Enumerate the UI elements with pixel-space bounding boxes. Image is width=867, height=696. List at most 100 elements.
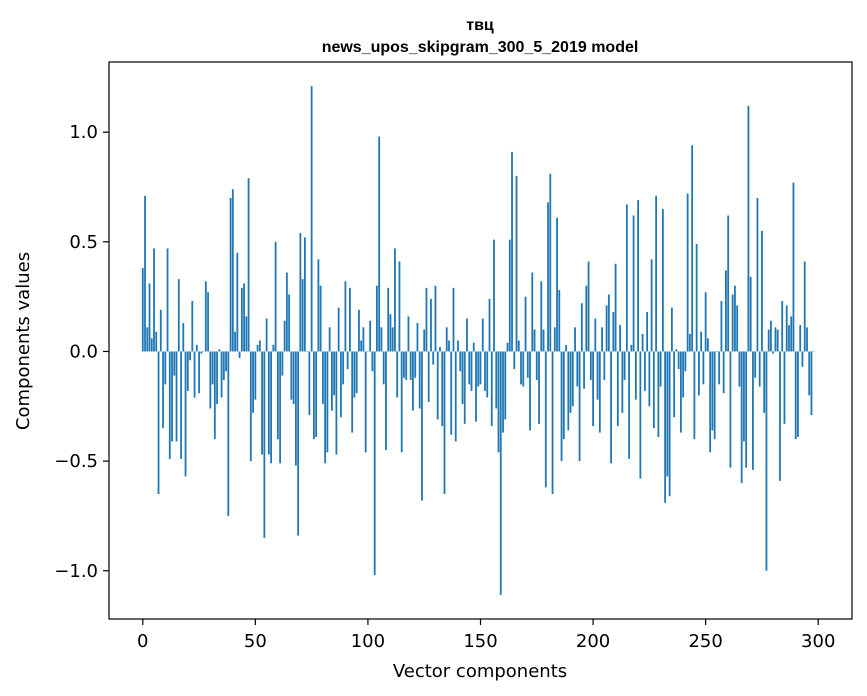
bar-273 <box>756 197 759 352</box>
bar-12 <box>168 351 171 459</box>
bar-69 <box>297 351 300 536</box>
bar-240 <box>682 351 685 398</box>
bar-50 <box>254 351 257 400</box>
bar-262 <box>731 294 734 352</box>
x-tick-label: 0 <box>137 631 148 652</box>
bar-90 <box>344 281 347 352</box>
bar-259 <box>725 270 727 352</box>
bar-63 <box>283 320 286 352</box>
bar-266 <box>740 351 743 484</box>
bar-245 <box>693 351 696 440</box>
bar-141 <box>459 351 462 372</box>
bar-215 <box>625 204 628 352</box>
bar-8 <box>159 309 162 352</box>
bar-156 <box>493 239 495 352</box>
bar-216 <box>628 351 630 459</box>
bar-22 <box>191 301 194 352</box>
bar-239 <box>679 351 682 433</box>
bar-198 <box>587 261 590 352</box>
bar-176 <box>538 351 540 424</box>
bar-134 <box>443 351 446 494</box>
bar-253 <box>711 351 714 431</box>
bar-280 <box>772 351 775 354</box>
bar-33 <box>216 351 218 405</box>
bar-91 <box>346 351 349 369</box>
x-axis-ticks: 0 50 100 150 200 250 300 <box>137 619 835 652</box>
bar-3 <box>148 283 151 352</box>
bar-142 <box>461 351 464 405</box>
bar-29 <box>207 292 209 352</box>
bar-39 <box>229 197 232 352</box>
bar-223 <box>643 351 646 391</box>
bar-43 <box>238 351 241 359</box>
bar-230 <box>659 351 662 387</box>
bar-182 <box>551 351 554 494</box>
bar-78 <box>317 259 320 352</box>
bar-88 <box>340 351 342 418</box>
bar-170 <box>524 296 527 352</box>
bar-213 <box>621 351 624 413</box>
bar-288 <box>790 316 793 352</box>
bar-11 <box>166 248 169 352</box>
bar-268 <box>745 351 748 468</box>
bar-249 <box>702 351 705 385</box>
bar-155 <box>490 351 493 427</box>
y-tick-label: −0.5 <box>54 451 98 472</box>
bar-74 <box>308 351 311 416</box>
bar-258 <box>722 351 725 394</box>
bar-295 <box>806 327 808 352</box>
bar-210 <box>614 263 617 352</box>
bar-103 <box>373 351 376 576</box>
bar-235 <box>670 307 673 352</box>
bar-126 <box>425 287 428 352</box>
bar-276 <box>763 351 766 413</box>
bar-series <box>141 86 815 595</box>
bar-189 <box>567 351 570 431</box>
bar-123 <box>418 351 421 409</box>
bar-23 <box>193 351 196 398</box>
bar-197 <box>585 285 588 352</box>
bar-193 <box>576 351 579 387</box>
bar-181 <box>549 173 552 352</box>
bar-112 <box>394 248 396 352</box>
bar-179 <box>544 351 547 488</box>
bar-111 <box>391 327 394 352</box>
bar-75 <box>310 86 313 352</box>
bar-204 <box>601 327 603 352</box>
bar-124 <box>421 351 423 501</box>
bar-106 <box>380 327 383 352</box>
chart-title-line-1: твц <box>466 17 494 34</box>
bar-18 <box>182 322 185 352</box>
bar-127 <box>427 351 430 402</box>
x-tick-label: 250 <box>688 631 722 652</box>
bar-122 <box>416 322 419 352</box>
bar-19 <box>184 351 187 477</box>
bar-292 <box>799 325 802 352</box>
bar-42 <box>236 252 239 352</box>
bar-284 <box>781 301 784 352</box>
bar-177 <box>540 281 543 352</box>
bar-72 <box>303 237 306 352</box>
bar-195 <box>580 303 583 352</box>
bar-260 <box>727 215 730 352</box>
bar-277 <box>765 351 768 571</box>
bar-242 <box>686 193 689 352</box>
bar-86 <box>335 351 338 455</box>
x-tick-label: 200 <box>576 631 610 652</box>
bar-46 <box>245 316 248 352</box>
bar-163 <box>508 239 511 352</box>
bar-248 <box>700 331 703 352</box>
bar-1 <box>144 195 146 352</box>
bar-162 <box>506 342 509 352</box>
bar-201 <box>594 318 597 352</box>
bar-113 <box>396 351 399 398</box>
bar-89 <box>342 351 345 385</box>
bar-128 <box>430 298 432 352</box>
bar-173 <box>531 272 534 352</box>
bar-272 <box>754 351 757 378</box>
bar-2 <box>146 327 149 352</box>
bar-278 <box>767 329 770 352</box>
bar-102 <box>371 351 374 372</box>
bar-220 <box>637 200 640 352</box>
bar-252 <box>709 351 712 453</box>
